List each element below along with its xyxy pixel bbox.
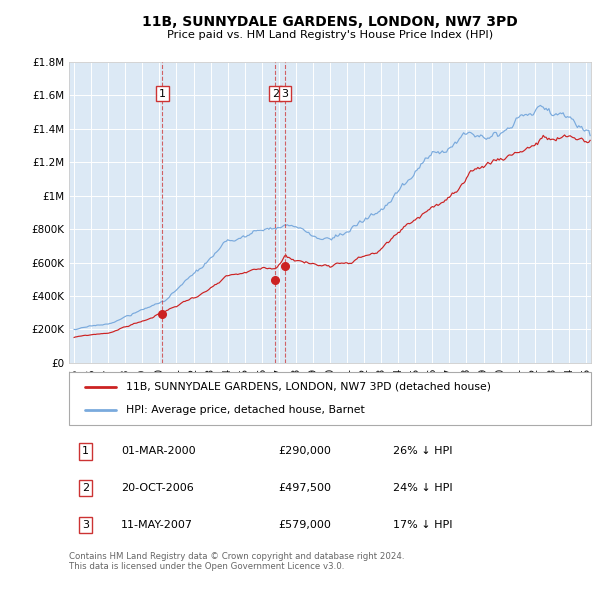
Text: £579,000: £579,000 <box>278 520 331 530</box>
Text: 24% ↓ HPI: 24% ↓ HPI <box>392 483 452 493</box>
Text: 20-OCT-2006: 20-OCT-2006 <box>121 483 194 493</box>
Text: 11B, SUNNYDALE GARDENS, LONDON, NW7 3PD: 11B, SUNNYDALE GARDENS, LONDON, NW7 3PD <box>142 15 518 29</box>
Text: Contains HM Land Registry data © Crown copyright and database right 2024.
This d: Contains HM Land Registry data © Crown c… <box>69 552 404 571</box>
Text: HPI: Average price, detached house, Barnet: HPI: Average price, detached house, Barn… <box>127 405 365 415</box>
Text: 1: 1 <box>159 88 166 99</box>
Text: 01-MAR-2000: 01-MAR-2000 <box>121 447 196 457</box>
Text: 3: 3 <box>82 520 89 530</box>
Text: 1: 1 <box>82 447 89 457</box>
Text: 3: 3 <box>281 88 289 99</box>
Text: 17% ↓ HPI: 17% ↓ HPI <box>392 520 452 530</box>
Text: 11B, SUNNYDALE GARDENS, LONDON, NW7 3PD (detached house): 11B, SUNNYDALE GARDENS, LONDON, NW7 3PD … <box>127 382 491 392</box>
Text: £290,000: £290,000 <box>278 447 331 457</box>
Text: 11-MAY-2007: 11-MAY-2007 <box>121 520 193 530</box>
Text: 26% ↓ HPI: 26% ↓ HPI <box>392 447 452 457</box>
Text: 2: 2 <box>272 88 279 99</box>
Text: £497,500: £497,500 <box>278 483 331 493</box>
FancyBboxPatch shape <box>69 372 591 425</box>
Text: 2: 2 <box>82 483 89 493</box>
Text: Price paid vs. HM Land Registry's House Price Index (HPI): Price paid vs. HM Land Registry's House … <box>167 30 493 40</box>
